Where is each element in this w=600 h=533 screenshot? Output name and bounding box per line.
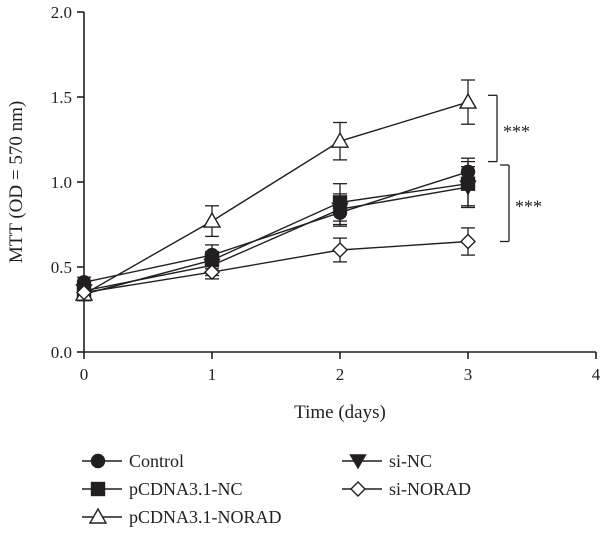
series-line-1	[83, 183, 469, 295]
legend-label: Control	[129, 451, 184, 471]
significance-label: ***	[515, 196, 542, 216]
x-tick-label: 3	[464, 365, 473, 384]
legend-marker	[350, 481, 366, 497]
x-axis-label: Time (days)	[294, 402, 386, 423]
series-line-0	[83, 171, 469, 283]
series-markers	[74, 92, 478, 302]
error-bars	[77, 79, 475, 300]
y-axis-label: MTT (OD = 570 nm)	[6, 101, 27, 263]
legend-item: si-NORAD	[342, 479, 471, 499]
data-point	[331, 202, 349, 218]
y-tick-label: 2.0	[51, 3, 72, 22]
legend-item: si-NC	[342, 451, 432, 471]
y-tick-label: 1.0	[51, 173, 72, 192]
legend-item: pCDNA3.1-NC	[82, 479, 243, 499]
data-point	[459, 180, 477, 196]
series-line-2	[83, 101, 469, 295]
legend-item: pCDNA3.1-NORAD	[82, 507, 282, 527]
data-point	[458, 92, 478, 109]
series-lines	[83, 101, 469, 295]
legend-label: si-NC	[389, 451, 432, 471]
legend: Control pCDNA3.1-NC pCDNA3.1-NORAD si-NC si-…	[82, 451, 471, 527]
x-tick-label: 4	[592, 365, 600, 384]
x-ticks: 0 1 2 3 4	[80, 352, 600, 384]
legend-label: pCDNA3.1-NC	[129, 479, 243, 499]
legend-label: pCDNA3.1-NORAD	[129, 507, 282, 527]
significance-bracket: ***	[500, 164, 542, 243]
y-ticks: 0.0 0.5 1.0 1.5 2.0	[51, 3, 84, 362]
x-tick-label: 1	[208, 365, 217, 384]
data-point	[332, 242, 348, 258]
significance-label: ***	[503, 121, 530, 141]
x-tick-label: 2	[336, 365, 345, 384]
legend-marker	[349, 454, 367, 470]
legend-marker	[90, 453, 106, 469]
data-point	[76, 284, 92, 301]
series-line-4	[83, 240, 469, 294]
y-tick-label: 1.5	[51, 88, 72, 107]
x-tick-label: 0	[80, 365, 89, 384]
data-point	[202, 211, 222, 228]
data-point	[330, 131, 350, 148]
axes	[83, 12, 596, 353]
legend-label: si-NORAD	[389, 479, 471, 499]
y-tick-label: 0.0	[51, 343, 72, 362]
y-tick-label: 0.5	[51, 258, 72, 277]
significance-bracket: ***	[488, 94, 530, 163]
legend-marker	[88, 507, 108, 524]
legend-item: Control	[82, 451, 184, 471]
data-point	[460, 233, 476, 250]
series-line-3	[83, 186, 469, 292]
data-point	[204, 264, 220, 281]
data-point	[460, 164, 476, 180]
significance-brackets: *** ***	[488, 94, 542, 243]
legend-marker	[90, 481, 106, 497]
